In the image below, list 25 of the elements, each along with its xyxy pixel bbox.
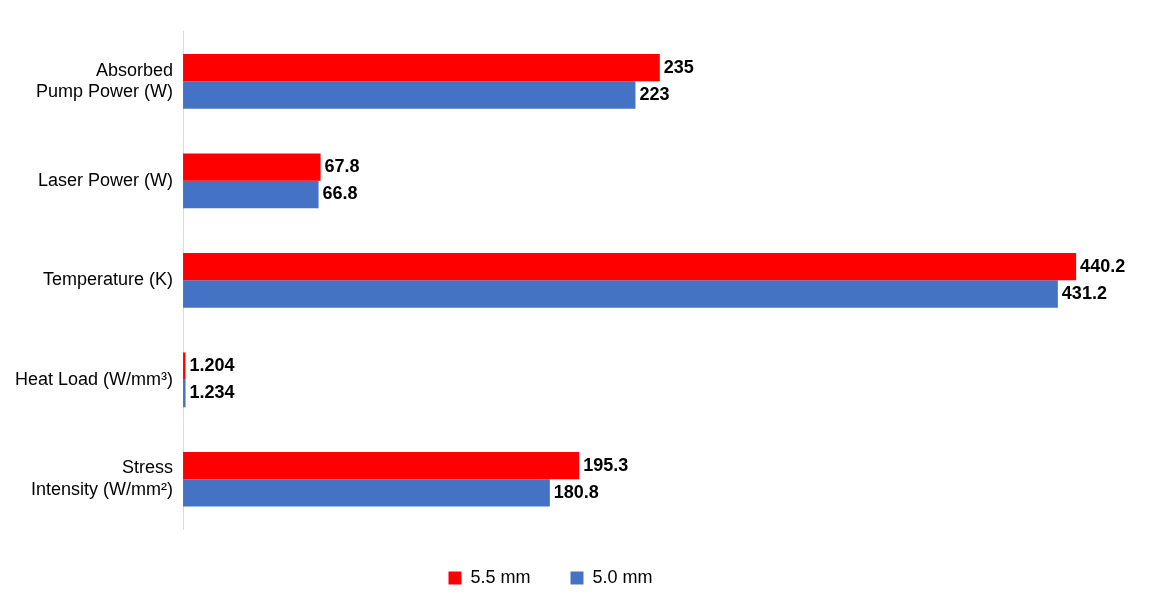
bar — [183, 180, 319, 209]
data-label: 223 — [639, 83, 670, 104]
data-label: 180.8 — [553, 481, 599, 502]
y-tick-label: Absorbed Pump Power (W) — [36, 59, 174, 102]
data-label: 195.3 — [583, 454, 629, 475]
bar — [183, 479, 550, 507]
y-tick-label: Heat Load (W/mm³) — [15, 368, 174, 389]
bar — [183, 252, 1077, 281]
legend-label: 5.5 mm — [470, 566, 531, 587]
bar — [183, 280, 1058, 308]
data-label: 431.2 — [1061, 282, 1107, 303]
legend-label: 5.0 mm — [592, 566, 653, 587]
y-tick-label: Laser Power (W) — [38, 169, 174, 190]
y-tick-label: Stress Intensity (W/mm²) — [31, 457, 174, 500]
bar — [183, 451, 580, 480]
data-label: 1.234 — [189, 382, 235, 403]
data-label: 235 — [663, 56, 694, 77]
bar — [183, 153, 321, 181]
data-label: 66.8 — [322, 183, 358, 204]
bar — [183, 81, 636, 109]
y-tick-label: Temperature (K) — [42, 269, 174, 290]
data-label: 67.8 — [324, 156, 360, 177]
data-label: 440.2 — [1080, 255, 1126, 276]
data-label: 1.204 — [189, 355, 235, 376]
bar — [183, 53, 660, 82]
